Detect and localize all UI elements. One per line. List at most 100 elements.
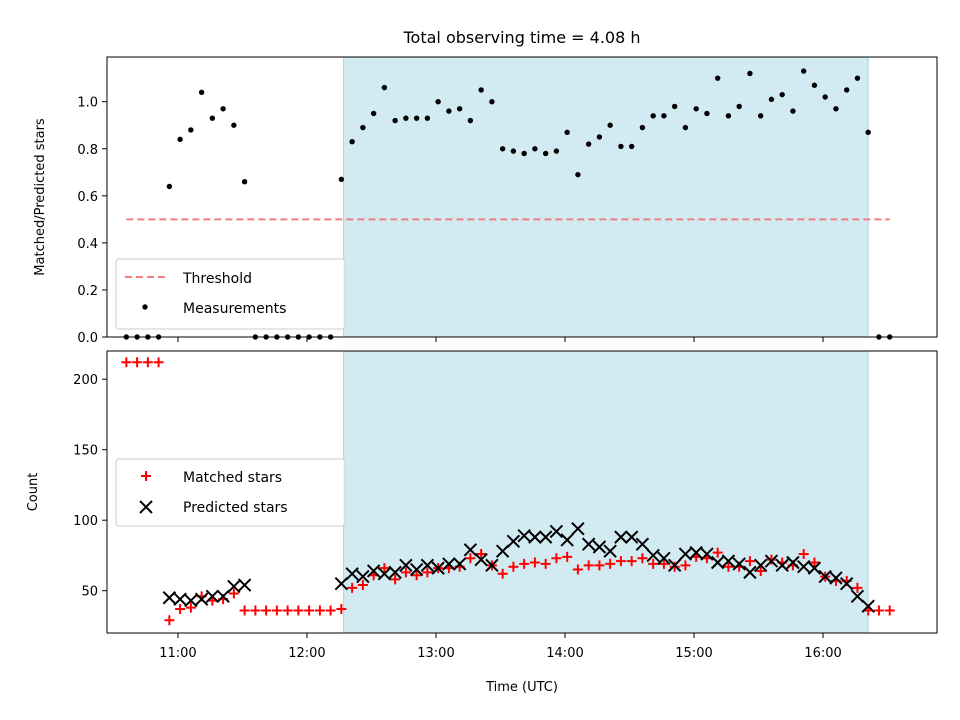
matched-star-point [873,605,884,616]
predicted-star-point [732,557,746,571]
count-observing-window [343,350,869,634]
predicted-star-point [237,578,252,592]
ratio-axis-label: Matched/Predicted stars [33,118,48,276]
predicted-star-point [603,544,617,558]
measurement-point [704,110,710,117]
chart-title: Total observing time = 4.08 h [402,28,640,47]
time-x-tick-label: 13:00 [417,646,454,661]
matched-star-point [852,582,863,593]
measurement-point [392,117,398,124]
measurement-point [499,146,506,152]
count-y-tick-label: 100 [73,514,98,529]
predicted-star-point [399,558,413,573]
matched-star-point [271,605,282,616]
measurement-point [456,106,463,112]
measurement-point [779,91,785,98]
measurement-point [575,171,581,178]
measurement-point [467,117,474,124]
measurement-point [220,106,226,112]
matched-star-point [282,605,293,616]
measurement-point [521,150,527,157]
predicted-star-point [194,592,209,606]
time-x-tick-label: 15:00 [675,646,712,661]
matched-star-point [250,605,261,616]
predicted-star-point [173,592,187,606]
measurement-point [166,183,173,190]
predicted-star-point [485,558,499,573]
matched-star-point [121,357,132,368]
measurement-point [628,143,635,150]
measurement-point [822,94,828,100]
measurement-point [381,84,388,91]
predicted-star-point [377,567,392,581]
matched-star-point [583,560,594,571]
measurement-point [618,143,624,150]
matched-star-point [744,556,755,567]
matched-star-point [637,553,648,564]
measurement-point [510,148,517,154]
predicted-star-point [409,562,424,577]
predicted-star-point [366,564,381,578]
ratio-y-tick-label: 0.4 [77,237,98,252]
matched-star-point [132,357,143,368]
predicted-star-point [506,534,521,549]
matched-star-point [228,588,239,599]
legend-predicted-label: Predicted stars [183,500,288,516]
matched-star-point [497,568,508,579]
predicted-star-point [807,561,822,575]
ratio-panel: 0.0 0.2 0.4 0.6 0.8 1.0 Total observing time … [33,28,938,346]
predicted-star-point [753,558,768,573]
predicted-star-point [345,567,359,581]
count-axis-label: Count [26,473,41,512]
predicted-star-point [442,557,456,571]
predicted-star-point [667,558,682,573]
matched-star-point [572,564,583,575]
matched-star-point [508,561,519,572]
count-y-tick-label: 200 [73,373,98,388]
predicted-star-point [678,547,693,561]
predicted-star-point [549,524,564,539]
matched-star-point [809,557,820,568]
matched-star-point [336,604,347,615]
ratio-observing-window [343,56,869,338]
predicted-star-point [592,540,607,554]
predicted-star-point [388,565,402,580]
matched-star-point [400,567,411,578]
ratio-y-tick-label: 0.2 [77,284,98,299]
count-panel: 50 100 150 200 11:00 12:00 13:00 14:00 15:00 16:… [26,350,938,695]
measurement-point [865,129,871,135]
measurement-point [198,89,205,95]
matched-star-point [142,357,153,368]
measurement-point [489,99,495,105]
matched-star-point [293,605,304,616]
predicted-star-point [571,521,585,536]
predicted-star-point [796,560,811,574]
measurement-point [854,75,861,81]
time-x-tick-label: 11:00 [159,646,196,661]
predicted-star-point [850,589,865,604]
measurement-point [693,106,699,112]
measurement-point [768,96,775,103]
legend-matched-label: Matched stars [183,470,282,486]
measurement-point [596,134,603,140]
measurement-point [413,115,420,121]
matched-star-point [185,602,196,613]
matched-star-point [325,605,336,616]
ratio-legend: Threshold Measurements [115,258,346,330]
predicted-star-point [624,530,639,544]
matched-star-point [347,582,358,593]
matched-star-point [175,604,186,615]
measurement-point [349,139,355,145]
matched-star-point [422,567,433,578]
measurement-point [790,108,796,114]
matched-star-point [314,605,325,616]
matched-star-point [476,549,487,560]
predicted-star-point [356,569,370,584]
measurement-point [553,148,560,154]
matched-star-point [379,563,390,574]
predicted-star-point [764,554,779,568]
measurement-point [188,127,194,133]
ratio-y-tick-label: 0.8 [77,143,98,158]
predicted-star-point [420,558,435,573]
